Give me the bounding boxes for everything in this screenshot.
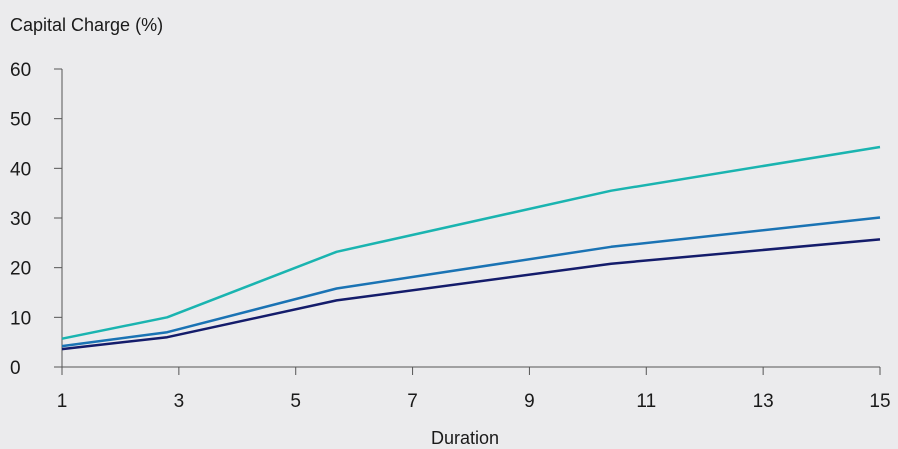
x-tick-label: 1: [57, 391, 68, 412]
x-axis: 1 3 5 7 9 11 13 15: [57, 366, 891, 412]
x-tick-label: 9: [524, 391, 535, 412]
y-tick-label: 50: [10, 110, 31, 131]
x-tick-label: 15: [869, 391, 890, 412]
x-tick-label: 11: [636, 391, 656, 412]
x-tick-label: 7: [407, 391, 418, 412]
y-tick-label: 10: [10, 308, 31, 329]
y-axis-title: Capital Charge (%): [10, 15, 163, 35]
series-line-3: [61, 238, 881, 351]
y-tick-label: 30: [10, 209, 31, 230]
series-line-2: [61, 216, 881, 348]
x-axis-title: Duration: [431, 428, 499, 448]
y-tick-label: 40: [10, 159, 31, 180]
y-tick-label: 0: [10, 358, 21, 379]
x-tick-label: 13: [753, 391, 774, 412]
y-axis: 0 10 20 30 40 50 60: [10, 60, 63, 379]
series-line-1: [61, 145, 881, 340]
x-tick-label: 5: [290, 391, 301, 412]
x-tick-label: 3: [174, 391, 185, 412]
y-tick-label: 20: [10, 259, 31, 280]
series-lines: [61, 145, 881, 351]
y-tick-label: 60: [10, 60, 31, 81]
